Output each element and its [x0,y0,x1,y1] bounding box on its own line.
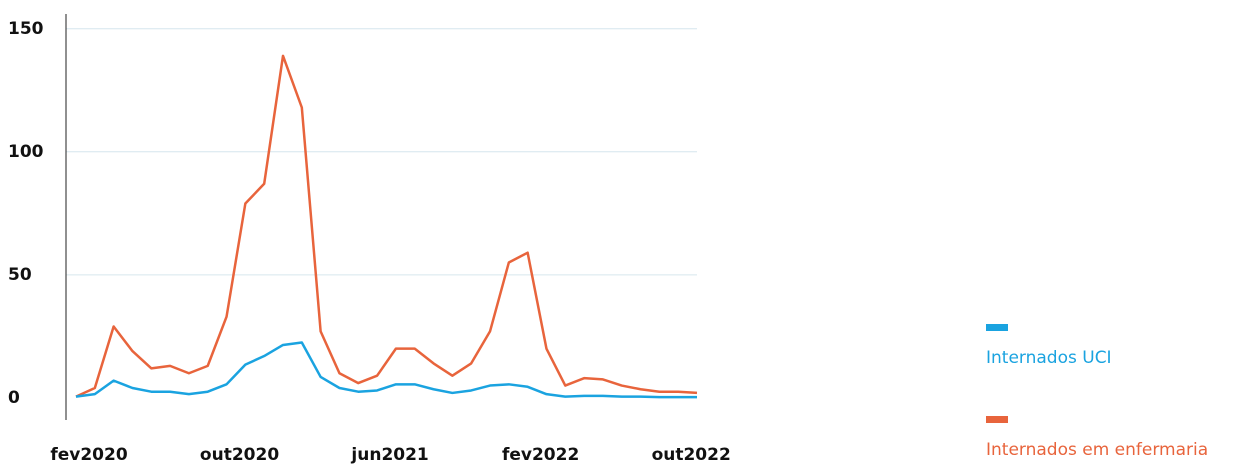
y-tick-label: 50 [8,265,32,285]
series-line [75,341,697,399]
y-tick-label: 0 [8,388,20,408]
y-tick-label: 150 [8,19,44,39]
x-tick-label: fev2020 [50,445,127,465]
legend-swatch [986,324,1008,331]
series-line [75,54,698,398]
y-tick-label: 100 [8,142,44,162]
x-tick-label: jun2021 [350,445,428,465]
legend-label: Internados em enfermaria [986,440,1208,460]
legend-label: Internados UCI [986,348,1112,368]
legend-swatch [986,416,1008,423]
x-tick-label: out2020 [200,445,279,465]
x-tick-label: fev2022 [502,445,579,465]
x-tick-label: out2022 [652,445,731,465]
